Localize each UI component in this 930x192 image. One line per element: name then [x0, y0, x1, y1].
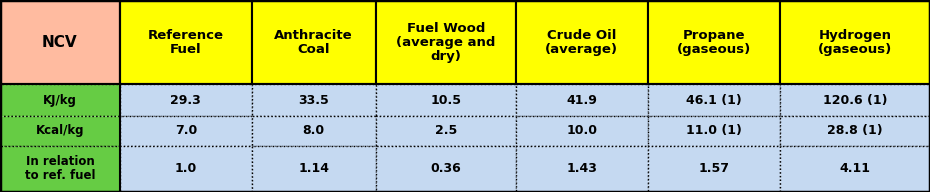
Bar — [0, 0, 120, 84]
Text: Kcal/kg: Kcal/kg — [35, 124, 84, 137]
Bar — [252, 116, 376, 146]
Text: Reference
Fuel: Reference Fuel — [148, 29, 224, 56]
Bar — [376, 84, 516, 116]
Text: 33.5: 33.5 — [299, 94, 329, 107]
Bar — [120, 84, 252, 116]
Bar — [516, 84, 648, 116]
Bar — [0, 84, 120, 116]
Text: 120.6 (1): 120.6 (1) — [823, 94, 887, 107]
Bar — [0, 146, 120, 192]
Text: Hydrogen
(gaseous): Hydrogen (gaseous) — [817, 29, 892, 56]
Bar — [516, 0, 648, 84]
Text: Propane
(gaseous): Propane (gaseous) — [677, 29, 751, 56]
Text: 46.1 (1): 46.1 (1) — [685, 94, 741, 107]
Bar — [252, 84, 376, 116]
Bar — [648, 146, 779, 192]
Text: 41.9: 41.9 — [566, 94, 597, 107]
Bar — [252, 146, 376, 192]
Bar — [376, 146, 516, 192]
Bar — [516, 146, 648, 192]
Bar — [120, 146, 252, 192]
Text: 1.0: 1.0 — [175, 162, 197, 175]
Text: 29.3: 29.3 — [170, 94, 201, 107]
Text: NCV: NCV — [42, 35, 78, 50]
Text: 1.43: 1.43 — [566, 162, 597, 175]
Text: 8.0: 8.0 — [302, 124, 325, 137]
Text: 7.0: 7.0 — [175, 124, 197, 137]
Text: 28.8 (1): 28.8 (1) — [827, 124, 883, 137]
Bar — [376, 0, 516, 84]
Bar — [648, 84, 779, 116]
Text: 1.57: 1.57 — [698, 162, 729, 175]
Text: 4.11: 4.11 — [840, 162, 870, 175]
Bar — [779, 146, 930, 192]
Bar — [648, 0, 779, 84]
Text: 0.36: 0.36 — [431, 162, 461, 175]
Bar — [376, 116, 516, 146]
Text: 10.5: 10.5 — [431, 94, 461, 107]
Bar — [0, 116, 120, 146]
Text: Fuel Wood
(average and
dry): Fuel Wood (average and dry) — [396, 22, 496, 63]
Text: Anthracite
Coal: Anthracite Coal — [274, 29, 353, 56]
Bar — [779, 116, 930, 146]
Bar — [120, 116, 252, 146]
Bar — [648, 116, 779, 146]
Bar — [252, 0, 376, 84]
Bar — [120, 0, 252, 84]
Text: Crude Oil
(average): Crude Oil (average) — [545, 29, 618, 56]
Text: 2.5: 2.5 — [434, 124, 457, 137]
Bar — [516, 116, 648, 146]
Text: In relation
to ref. fuel: In relation to ref. fuel — [25, 155, 95, 182]
Text: 11.0 (1): 11.0 (1) — [685, 124, 742, 137]
Text: 10.0: 10.0 — [566, 124, 597, 137]
Bar — [779, 84, 930, 116]
Text: KJ/kg: KJ/kg — [43, 94, 77, 107]
Text: 1.14: 1.14 — [299, 162, 329, 175]
Bar — [779, 0, 930, 84]
